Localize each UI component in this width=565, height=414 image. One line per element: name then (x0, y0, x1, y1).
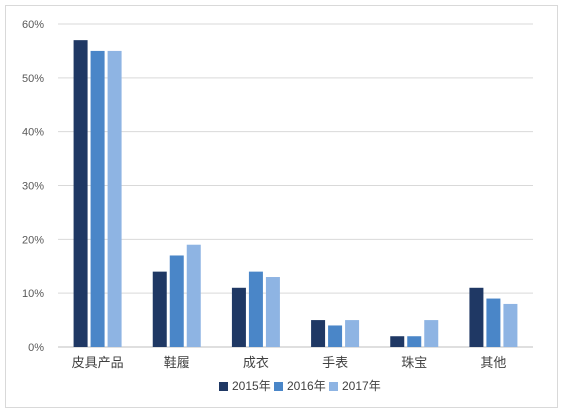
legend-swatch (329, 382, 338, 391)
bar-1-4 (311, 320, 326, 347)
legend-label: 2015年 (232, 379, 271, 393)
bar-3-2 (186, 244, 201, 347)
x-category-label: 成衣 (243, 355, 269, 370)
legend-swatch (219, 382, 228, 391)
y-axis-ticks: 0% 10% 20% 30% 40% 50% 60% (22, 19, 44, 354)
y-tick-label: 30% (22, 181, 44, 193)
y-tick-label: 50% (22, 73, 44, 85)
x-axis-categories: 皮具产品 鞋履 成衣 手表 珠宝 其他 (72, 355, 507, 370)
bar-2-4 (328, 325, 343, 347)
x-category-label: 珠宝 (401, 355, 427, 370)
x-category-label: 鞋履 (164, 355, 190, 370)
y-tick-label: 10% (22, 288, 44, 300)
bar-1-1 (73, 40, 88, 348)
bar-1-6 (469, 287, 484, 347)
bar-3-6 (503, 303, 518, 347)
x-category-label: 其他 (480, 355, 506, 370)
bar-2-5 (407, 336, 422, 347)
bar-1-3 (231, 287, 246, 347)
gridlines (58, 23, 533, 348)
y-tick-label: 0% (28, 342, 44, 354)
bars (73, 40, 518, 348)
x-category-label: 皮具产品 (72, 355, 124, 370)
bar-2-1 (90, 50, 105, 348)
legend-swatch (274, 382, 283, 391)
legend: 2015年 2016年 2017年 (219, 379, 381, 393)
bar-1-5 (390, 336, 405, 347)
y-tick-label: 60% (22, 19, 44, 31)
y-tick-label: 40% (22, 127, 44, 139)
x-category-label: 手表 (322, 355, 348, 370)
bar-chart: 0% 10% 20% 30% 40% 50% 60% 皮具产品 鞋履 成衣 手表 珠宝 其他 2015… (22, 19, 533, 393)
bar-3-5 (424, 320, 439, 347)
bar-3-3 (265, 277, 280, 347)
legend-label: 2017年 (342, 379, 381, 393)
bar-3-1 (107, 50, 122, 348)
y-tick-label: 20% (22, 234, 44, 246)
chart-frame: 0% 10% 20% 30% 40% 50% 60% 皮具产品 鞋履 成衣 手表 珠宝 其他 2015… (5, 5, 558, 408)
bar-2-3 (248, 271, 263, 347)
bar-1-2 (152, 271, 167, 347)
legend-label: 2016年 (287, 379, 326, 393)
bar-2-6 (486, 298, 501, 347)
bar-3-4 (345, 320, 360, 347)
bar-2-2 (169, 255, 184, 347)
